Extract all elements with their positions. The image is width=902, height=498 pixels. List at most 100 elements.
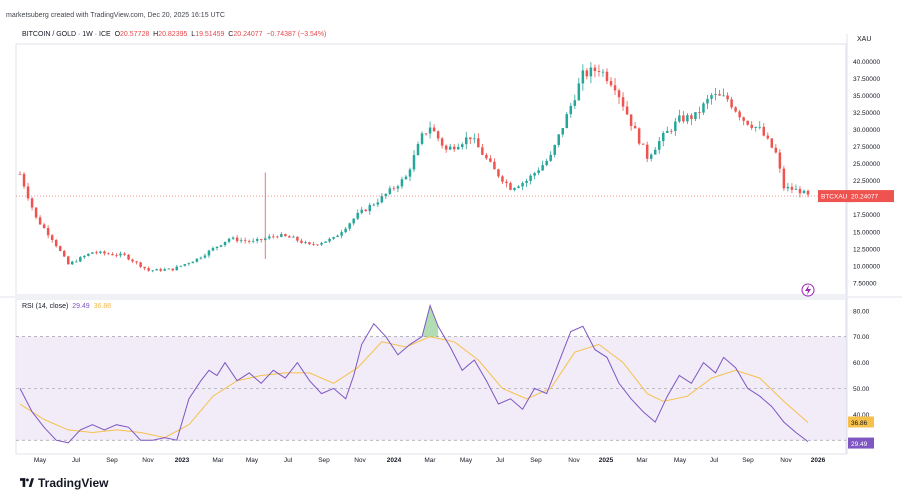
low-label: L [191,31,196,38]
candle-body [645,144,649,159]
candle-body [203,255,207,258]
candle-body [103,251,106,254]
candle-body [678,115,681,122]
candle-body [690,115,693,120]
candle-body [131,259,134,262]
candle-body [649,154,653,159]
candle-body [223,241,227,246]
chart-credit: marketsuberg created with TradingView.co… [6,12,225,19]
candle-body [54,240,58,247]
candle-body [758,126,762,128]
candle-body [722,95,725,97]
candle-body [62,250,66,257]
candle-body [597,71,601,72]
candle-body [356,212,359,219]
candle-body [577,83,581,101]
time-axis-tick: 2026 [811,457,826,464]
candle-body [569,105,573,115]
candle-body [336,235,339,238]
high-value: 20.82395 [158,31,188,38]
rsi-axis-tick: 50.00 [853,386,870,393]
time-axis-tick: Sep [318,457,330,464]
candle-body [38,217,42,225]
time-axis-tick: Jul [72,457,81,464]
candle-body [557,134,560,145]
candle-body [292,236,295,238]
candle-body [666,130,669,133]
time-axis-tick: Nov [142,457,154,464]
tradingview-logo[interactable]: TradingView [20,476,108,490]
candle-body [235,237,239,242]
candle-body [653,149,657,155]
candle-body [320,242,323,245]
candle-body [698,112,701,113]
low-value: 19.51459 [195,31,225,38]
candle-body [670,130,673,132]
price-axis-tick: 35.00000 [853,93,880,100]
candle-body [493,161,496,170]
candle-body [460,144,464,148]
open-value: 20.57728 [120,31,150,38]
candle-body [473,138,476,140]
candle-body [561,128,565,135]
candle-body [553,144,556,155]
candle-body [469,137,472,140]
tradingview-logo-icon [20,478,34,487]
rsi-name: RSI (14, close) [22,303,69,310]
price-axis-tick: 37.50000 [853,76,880,83]
candle-body [280,234,283,237]
time-axis-tick: Jul [284,457,293,464]
candle-body [332,237,335,239]
candle-body [746,120,749,125]
candle-body [199,257,203,259]
candle-body [802,190,806,194]
candle-body [83,255,86,258]
candle-body [368,205,372,212]
time-axis-tick: Mar [212,457,224,464]
candle-body [513,187,516,190]
candle-body [710,95,713,99]
candle-body [219,245,223,247]
candle-body [428,127,432,134]
candle-body [344,228,347,233]
candle-body [179,265,183,267]
candle-body [147,268,150,271]
candle-body [605,71,609,82]
candle-body [565,114,569,129]
rsi-axis-tick: 40.00 [853,412,870,419]
candle-body [340,232,343,236]
candle-body [633,125,637,129]
open-label: O [114,31,121,38]
candle-body [585,70,589,77]
candle-body [702,103,705,113]
candle-body [376,202,380,205]
candle-body [380,196,384,203]
candle-body [408,169,412,177]
price-axis-tick: 17.50000 [853,212,880,219]
candle-body [682,115,685,122]
candle-body [637,128,641,144]
candle-body [593,67,597,72]
candle-body [694,112,697,120]
time-axis-tick: 2025 [599,457,614,464]
candle-body [541,165,544,171]
candle-body [18,173,22,175]
close-value: 20.24077 [233,31,263,38]
candle-body [392,188,396,190]
candle-body [762,126,766,136]
time-axis-tick: May [34,457,47,464]
candle-body [456,147,460,150]
candle-body [444,145,448,150]
candle-body [324,241,327,243]
candle-body [686,115,689,122]
candle-body [581,70,585,84]
time-axis-tick: Sep [106,457,118,464]
axis-unit-label[interactable]: XAU [857,36,872,43]
candle-body [754,127,757,128]
candle-body [794,188,798,190]
candle-body [183,264,187,266]
candle-body [613,85,617,91]
rsi-axis-tick: 80.00 [853,308,870,315]
candle-body [79,257,82,262]
